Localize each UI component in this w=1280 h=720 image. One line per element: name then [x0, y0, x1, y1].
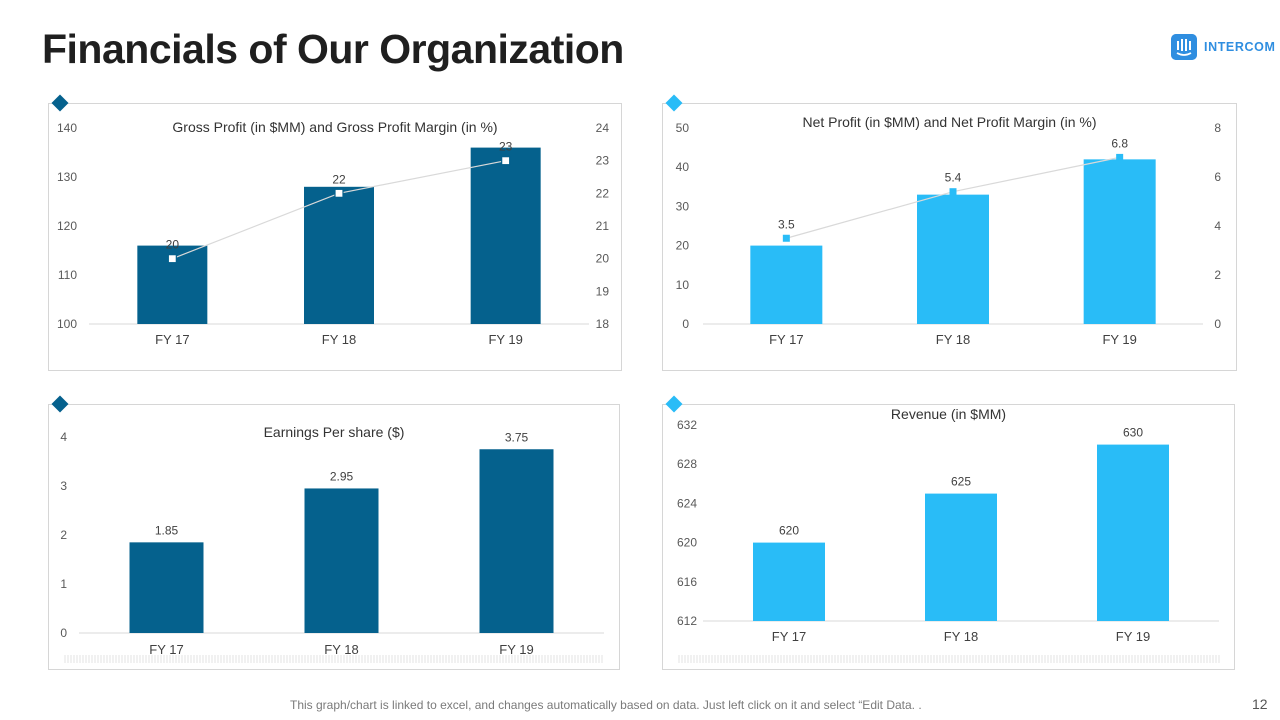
- gross-profit-panel: Gross Profit (in $MM) and Gross Profit M…: [48, 103, 622, 371]
- y2-tick-label: 21: [596, 219, 610, 233]
- data-label: 630: [1123, 426, 1143, 440]
- x-tick-label: FY 18: [944, 629, 978, 644]
- line-marker: [501, 156, 511, 166]
- bar: [750, 245, 823, 324]
- line-marker: [782, 234, 790, 242]
- bar: [479, 449, 554, 633]
- net-profit-panel: Net Profit (in $MM) and Net Profit Margi…: [662, 103, 1237, 371]
- x-tick-label: FY 18: [324, 642, 358, 657]
- y-tick-label: 3: [60, 479, 67, 493]
- y-tick-label: 1: [60, 577, 67, 591]
- line-data-label: 20: [166, 238, 180, 252]
- revenue-chart: Revenue (in $MM) 612 616 620 624 628 632 620 625…: [677, 406, 1220, 663]
- gross-profit-chart: Gross Profit (in $MM) and Gross Profit M…: [57, 119, 610, 347]
- bar: [304, 488, 379, 633]
- chart-title: Revenue (in $MM): [891, 406, 1006, 422]
- chart-title: Gross Profit (in $MM) and Gross Profit M…: [172, 119, 497, 135]
- bar: [1083, 159, 1156, 324]
- y-tick-label: 0: [60, 626, 67, 640]
- x-tick-label: FY 19: [1116, 629, 1150, 644]
- data-label: 3.75: [505, 430, 529, 444]
- net-profit-chart: Net Profit (in $MM) and Net Profit Margi…: [676, 114, 1222, 347]
- x-tick-label: FY 17: [769, 332, 803, 347]
- page-title: Financials of Our Organization: [42, 26, 624, 72]
- y-tick-label: 620: [677, 536, 697, 550]
- data-label: 620: [779, 524, 799, 538]
- y-tick-label: 130: [57, 170, 77, 184]
- y2-tick-label: 22: [596, 186, 610, 200]
- line-data-label: 5.4: [945, 171, 962, 185]
- x-tick-label: FY 18: [322, 332, 356, 347]
- y2-tick-label: 24: [596, 121, 610, 135]
- y2-tick-label: 4: [1214, 219, 1221, 233]
- y2-tick-label: 8: [1214, 121, 1221, 135]
- x-tick-label: FY 19: [499, 642, 533, 657]
- y-tick-label: 10: [676, 278, 690, 292]
- line-marker: [949, 188, 957, 196]
- line-data-label: 23: [499, 140, 513, 154]
- eps-chart: Earnings Per share ($) 0 1 2 3 4 1.85 2.95 3.75 F…: [60, 424, 604, 663]
- y-tick-label: 20: [676, 239, 690, 253]
- y2-tick-label: 2: [1214, 268, 1221, 282]
- y2-tick-label: 6: [1214, 170, 1221, 184]
- line-marker: [1116, 153, 1124, 161]
- footnote: This graph/chart is linked to excel, and…: [290, 698, 922, 712]
- line-marker: [167, 254, 177, 264]
- y2-tick-label: 19: [596, 284, 610, 298]
- x-tick-label: FY 19: [1102, 332, 1136, 347]
- y-tick-label: 616: [677, 575, 697, 589]
- x-tick-label: FY 17: [772, 629, 806, 644]
- y-tick-label: 0: [682, 317, 689, 331]
- y-tick-label: 40: [676, 160, 690, 174]
- bar: [129, 542, 204, 633]
- y-tick-label: 624: [677, 496, 697, 510]
- y2-tick-label: 18: [596, 317, 610, 331]
- bar: [470, 147, 541, 324]
- y-tick-label: 628: [677, 457, 697, 471]
- bar: [1097, 444, 1169, 621]
- line-data-label: 3.5: [778, 217, 795, 231]
- bar: [304, 186, 374, 324]
- chart-title: Earnings Per share ($): [264, 424, 405, 440]
- line-marker: [334, 188, 344, 198]
- logo-text: INTERCOM: [1204, 40, 1276, 54]
- x-tick-label: FY 19: [488, 332, 522, 347]
- y-tick-label: 632: [677, 418, 697, 432]
- y2-tick-label: 0: [1214, 317, 1221, 331]
- bar: [917, 194, 989, 324]
- y-tick-label: 120: [57, 219, 77, 233]
- x-tick-label: FY 17: [155, 332, 189, 347]
- y-tick-label: 2: [60, 528, 67, 542]
- x-tick-label: FY 18: [936, 332, 970, 347]
- y-tick-label: 612: [677, 614, 697, 628]
- y-tick-label: 110: [58, 268, 77, 282]
- bar: [753, 542, 825, 621]
- y-tick-label: 4: [60, 430, 67, 444]
- y2-tick-label: 23: [596, 154, 610, 168]
- y2-tick-label: 20: [596, 252, 610, 266]
- company-logo: INTERCOM: [1171, 34, 1275, 60]
- y-tick-label: 30: [676, 199, 690, 213]
- chart-title: Net Profit (in $MM) and Net Profit Margi…: [802, 114, 1096, 130]
- y-tick-label: 100: [57, 317, 77, 331]
- y-tick-label: 140: [57, 121, 77, 135]
- x-tick-label: FY 17: [149, 642, 183, 657]
- y-tick-label: 50: [676, 121, 690, 135]
- line-data-label: 22: [332, 172, 346, 186]
- data-label: 2.95: [330, 469, 354, 483]
- eps-panel: Earnings Per share ($) 0 1 2 3 4 1.85 2.95 3.75 F…: [48, 404, 620, 670]
- intercom-logo-icon: [1171, 34, 1197, 60]
- data-label: 625: [951, 475, 971, 489]
- revenue-panel: Revenue (in $MM) 612 616 620 624 628 632 620 625…: [662, 404, 1235, 670]
- data-label: 1.85: [155, 523, 179, 537]
- bar: [925, 493, 997, 621]
- line-data-label: 6.8: [1111, 136, 1128, 150]
- page-number: 12: [1252, 696, 1268, 712]
